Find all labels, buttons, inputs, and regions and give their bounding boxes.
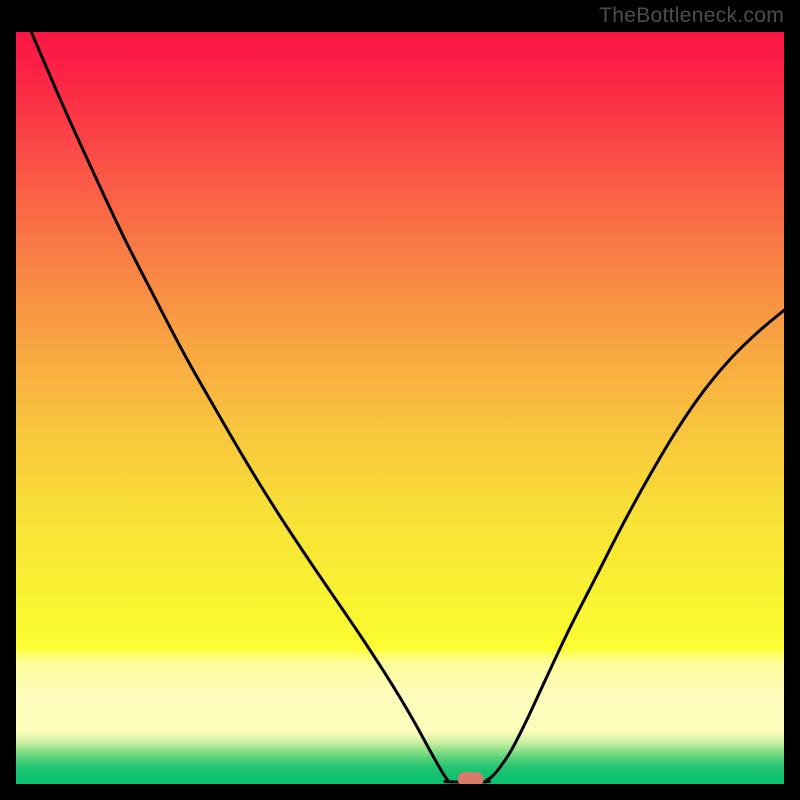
- plot-area: [16, 32, 784, 784]
- minimum-marker: [458, 772, 484, 784]
- watermark-text: TheBottleneck.com: [599, 4, 784, 28]
- chart-outer-frame: TheBottleneck.com: [0, 0, 800, 800]
- bottleneck-curve: [31, 32, 784, 782]
- bottleneck-curve-layer: [16, 32, 784, 784]
